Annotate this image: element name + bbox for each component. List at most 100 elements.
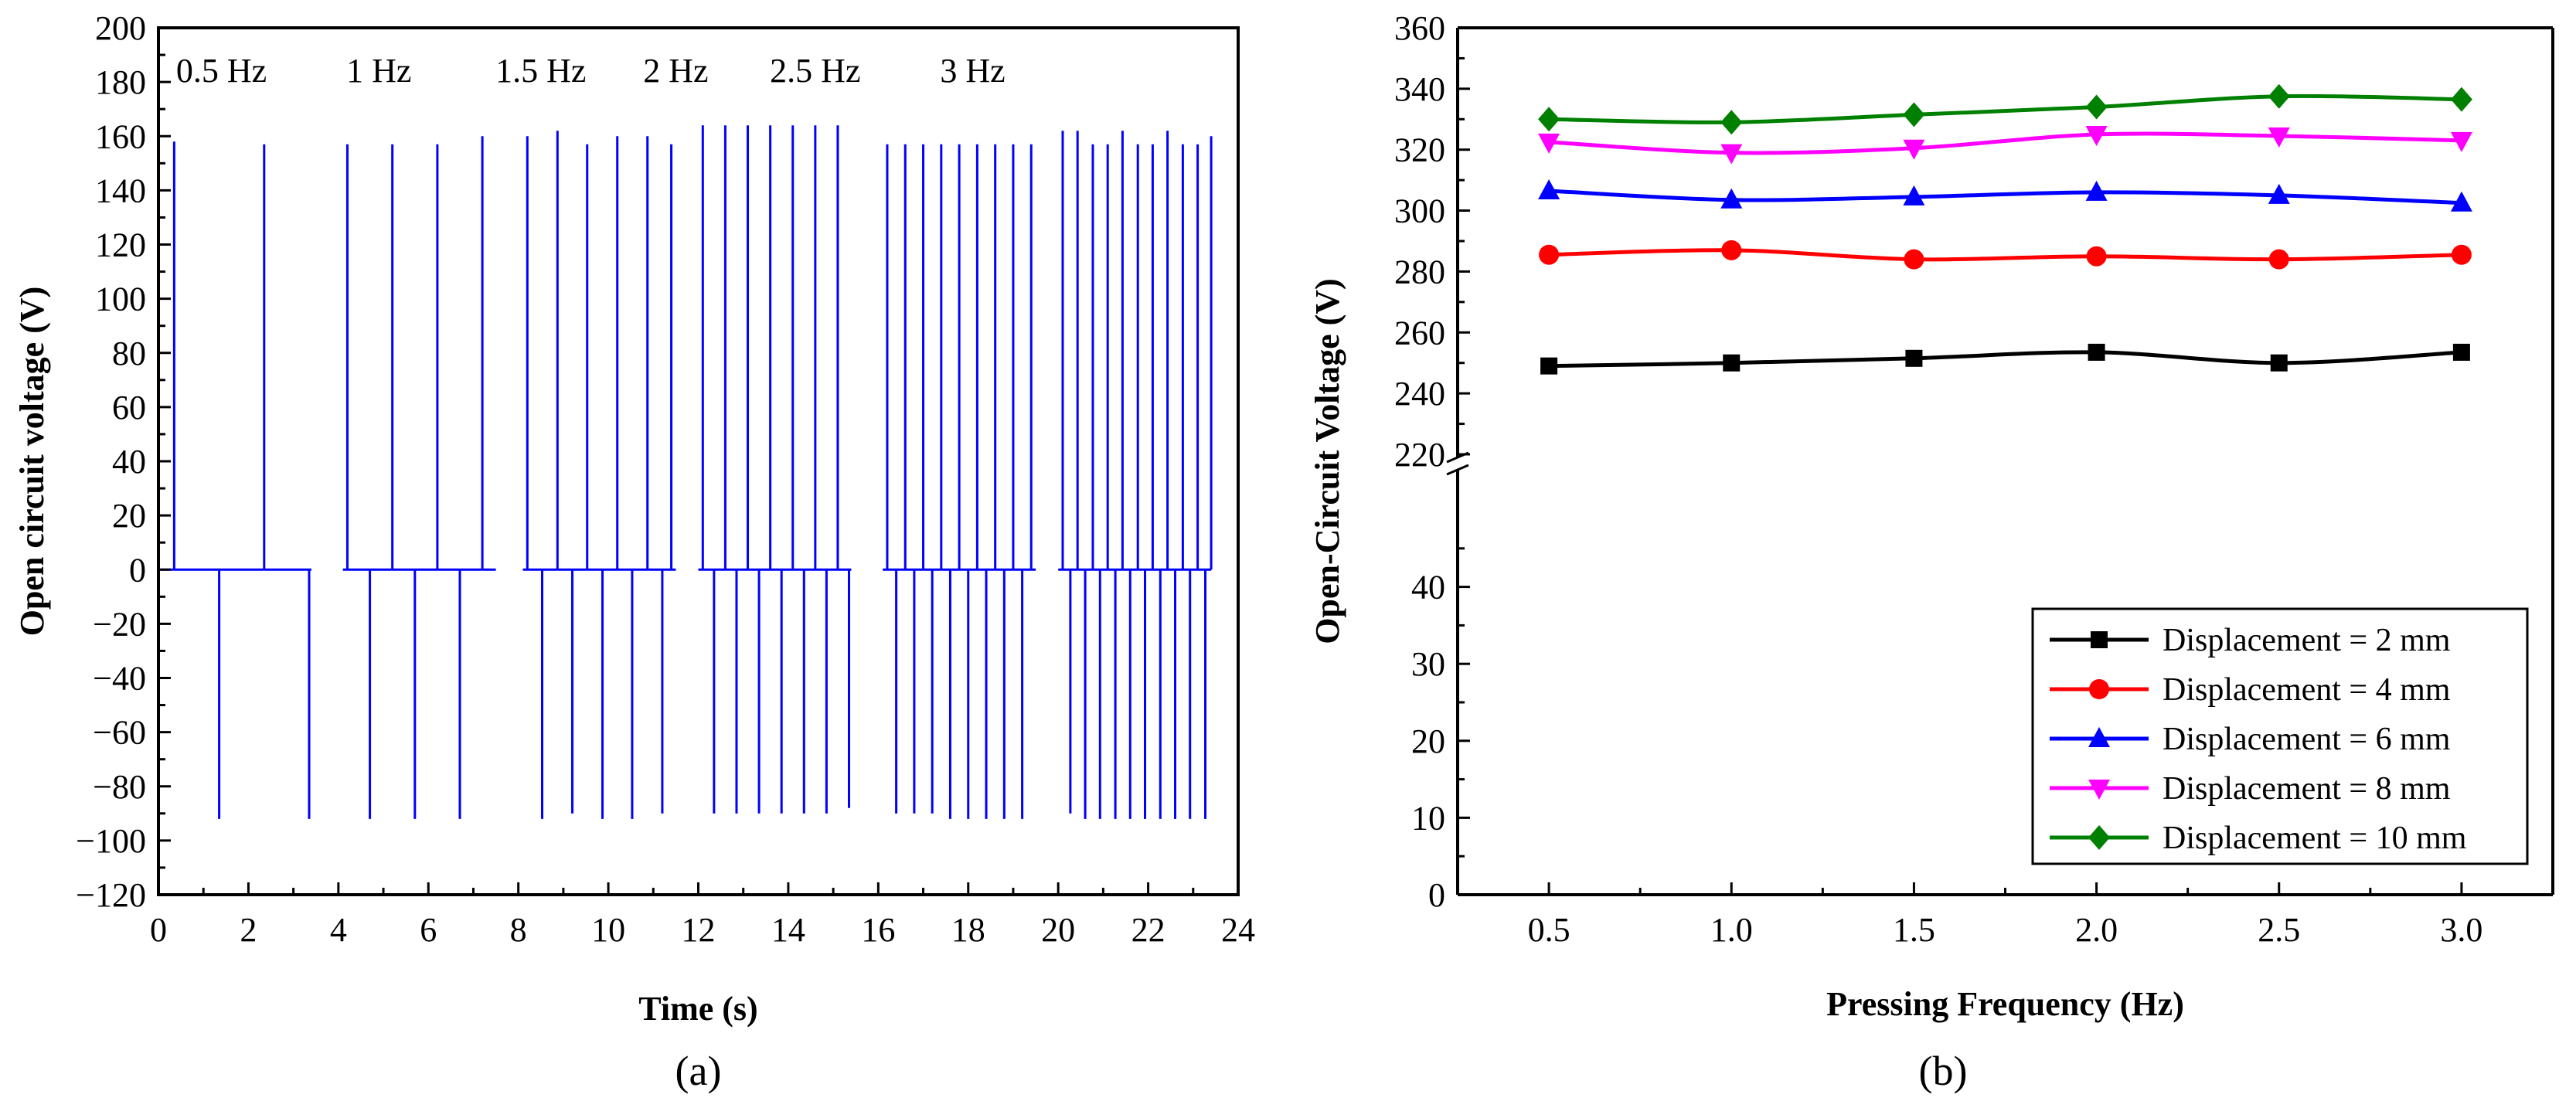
square-marker — [2091, 631, 2108, 648]
diamond-marker — [2088, 825, 2110, 850]
triangle-down-marker — [1720, 144, 1743, 165]
y-tick-label: 300 — [1394, 192, 1445, 230]
panel-a-label: (a) — [675, 1048, 722, 1094]
y-tick-label: −60 — [93, 714, 146, 752]
panel-b-chart: 0.5 1.0 1.5 2.0 2.5 3.0 220240260280300320340… — [1308, 9, 2554, 1094]
triangle-up-marker — [2085, 180, 2108, 201]
square-marker — [1905, 349, 1923, 367]
y-tick-label: 260 — [1394, 314, 1445, 352]
x-tick-label: 1.5 — [1893, 911, 1935, 949]
y-tick-label: −80 — [93, 768, 146, 806]
triangle-up-marker — [2268, 183, 2290, 204]
frequency-label: 3 Hz — [940, 52, 1005, 90]
diamond-marker — [2085, 94, 2108, 120]
y-tick-label: 360 — [1394, 9, 1445, 47]
x-tick-label: 8 — [510, 911, 527, 949]
diamond-marker — [1720, 110, 1743, 135]
y-tick-label: 0 — [1428, 876, 1445, 914]
diamond-marker — [1903, 102, 1925, 127]
series-5 — [1538, 83, 2472, 135]
x-tick-label: 10 — [591, 911, 625, 949]
series-line — [1548, 131, 2462, 155]
y-tick-label: 20 — [1411, 722, 1445, 760]
legend-label: Displacement = 4 mm — [2163, 672, 2451, 708]
legend-entry: Displacement = 2 mm — [2050, 623, 2451, 658]
break-slash-upper — [1446, 451, 1469, 464]
frequency-label: 1 Hz — [346, 52, 411, 90]
square-marker — [2452, 343, 2470, 361]
y-tick-label: 100 — [95, 280, 146, 318]
panel-b-y-axis-title: Open-Circuit Voltage (V) — [1308, 278, 1346, 644]
diamond-marker — [1538, 107, 1560, 132]
y-tick-label: 60 — [112, 389, 146, 426]
y-tick-label: 10 — [1411, 799, 1445, 837]
diamond-marker — [2268, 83, 2290, 109]
x-tick-label: 6 — [420, 911, 437, 949]
panel-b-legend: Displacement = 2 mm Displacement = 4 mm Di… — [2031, 607, 2529, 865]
frequency-label: 1.5 Hz — [495, 52, 586, 90]
triangle-down-marker — [2085, 126, 2108, 146]
y-tick-label: −120 — [76, 876, 146, 914]
x-tick-label: 24 — [1221, 911, 1255, 949]
diamond-marker — [2450, 87, 2472, 112]
y-tick-label: 120 — [95, 226, 146, 264]
circle-marker — [2268, 249, 2289, 270]
panel-a-y-axis: −120 −100 −80 −60 −40 −20 0 20 40 60 80 100 120 140 16… — [76, 9, 171, 914]
y-tick-label: 30 — [1411, 645, 1445, 683]
panel-b-x-axis-title: Pressing Frequency (Hz) — [1826, 985, 2184, 1023]
legend-label: Displacement = 6 mm — [2163, 722, 2451, 757]
triangle-down-marker — [2268, 127, 2290, 148]
circle-marker — [2086, 246, 2107, 267]
series-line — [1549, 93, 2462, 124]
series-3 — [1538, 178, 2472, 212]
x-tick-label: 12 — [682, 911, 716, 949]
y-tick-label: 220 — [1394, 436, 1445, 474]
square-marker — [1723, 354, 1741, 372]
x-tick-label: 1.0 — [1710, 911, 1753, 949]
panel-a-data-layer — [160, 125, 1213, 819]
legend-entry: Displacement = 4 mm — [2050, 672, 2451, 708]
legend-label: Displacement = 10 mm — [2163, 821, 2467, 856]
panel-a-frequency-labels: 0.5 Hz 1 Hz 1.5 Hz 2 Hz 2.5 Hz 3 Hz — [176, 52, 1006, 90]
panel-b-label: (b) — [1919, 1048, 1968, 1094]
legend-box — [2031, 607, 2529, 865]
triangle-down-marker — [2450, 131, 2472, 152]
square-marker — [2088, 343, 2105, 361]
circle-marker — [2451, 244, 2472, 265]
triangle-up-marker — [2450, 191, 2472, 212]
series-1 — [1540, 343, 2470, 375]
series-line — [1549, 350, 2462, 369]
x-tick-label: 3.0 — [2440, 911, 2482, 949]
triangle-down-marker — [1538, 133, 1560, 154]
break-gap — [1447, 457, 1468, 470]
series-line — [1548, 189, 2462, 206]
y-tick-label: 240 — [1394, 375, 1445, 413]
triangle-up-marker — [1903, 185, 1925, 206]
triangle-up-marker — [2088, 727, 2110, 747]
panel-a-x-axis: 0 2 4 6 8 10 12 14 16 18 20 22 24 — [150, 882, 1255, 949]
series-2 — [1539, 240, 2472, 270]
square-marker — [2270, 354, 2288, 372]
triangle-down-marker — [1903, 139, 1925, 160]
y-tick-label: 180 — [95, 63, 146, 101]
triangle-down-marker — [2088, 780, 2110, 800]
panel-b-series-layer — [1538, 83, 2472, 375]
panel-a-chart: 0 2 4 6 8 10 12 14 16 18 20 22 24 −120−100−80−60−40−… — [13, 9, 1255, 1094]
x-tick-label: 2 — [240, 911, 257, 949]
y-tick-label: −20 — [93, 605, 146, 643]
frequency-label: 0.5 Hz — [176, 52, 267, 90]
legend-label: Displacement = 2 mm — [2163, 623, 2451, 658]
frequency-label: 2.5 Hz — [770, 52, 860, 90]
x-tick-label: 22 — [1131, 911, 1165, 949]
square-marker — [1540, 357, 1558, 375]
series-4 — [1538, 126, 2472, 165]
series-line — [1549, 248, 2462, 262]
y-tick-label: −40 — [93, 660, 146, 698]
x-tick-label: 2.5 — [2258, 911, 2300, 949]
panel-b-x-axis: 0.5 1.0 1.5 2.0 2.5 3.0 — [1528, 882, 2482, 949]
circle-marker — [1539, 244, 1560, 265]
x-tick-label: 20 — [1041, 911, 1075, 949]
panel-b-axis-break-mark — [1446, 451, 1469, 476]
break-slash-lower — [1446, 464, 1469, 476]
